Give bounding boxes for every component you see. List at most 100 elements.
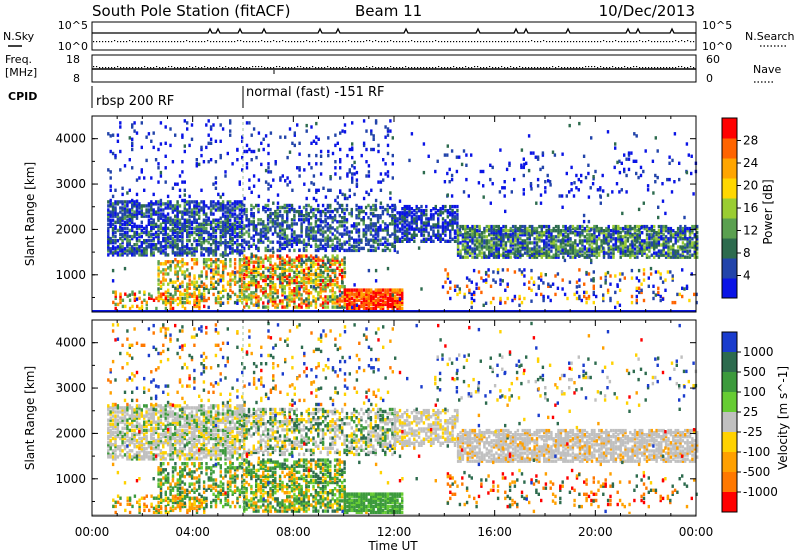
power-cell	[298, 234, 301, 238]
power-cell	[274, 214, 277, 218]
power-cell	[195, 298, 199, 302]
noise-search-dot	[288, 41, 290, 43]
power-cell	[324, 230, 327, 234]
power-cell	[466, 249, 469, 253]
power-cell	[276, 234, 279, 238]
power-cell	[381, 212, 385, 216]
power-cell	[133, 204, 136, 208]
noise-search-dot	[324, 41, 326, 43]
power-cell	[247, 264, 251, 268]
power-cell	[252, 266, 255, 270]
power-cell	[497, 231, 500, 235]
power-cell	[381, 228, 385, 232]
power-cell	[389, 296, 392, 300]
power-cell	[434, 211, 437, 215]
power-cell	[676, 251, 680, 255]
power-cell	[202, 253, 206, 257]
power-cell	[531, 233, 534, 237]
power-cell	[464, 245, 467, 249]
power-cell	[252, 238, 255, 242]
power-cell	[241, 239, 244, 243]
power-cell	[198, 276, 201, 280]
power-cell	[516, 253, 520, 257]
power-cell	[473, 233, 477, 237]
power-cell	[629, 247, 632, 251]
power-cell	[464, 237, 467, 241]
power-cell	[461, 237, 465, 241]
power-cell	[274, 226, 277, 230]
noise-search-dot	[555, 41, 557, 43]
power-cell	[309, 266, 313, 270]
power-cell	[214, 249, 218, 253]
power-cell	[528, 229, 531, 233]
noise-search-dot	[687, 40, 689, 42]
nave-dot	[285, 67, 287, 69]
noise-search-dot	[351, 41, 353, 43]
nave-dot	[93, 66, 95, 68]
power-cell	[176, 182, 179, 186]
power-cell	[143, 292, 146, 296]
power-cell	[157, 239, 160, 243]
power-cell	[164, 220, 167, 224]
power-cell	[131, 228, 134, 233]
power-cell	[413, 213, 416, 217]
power-cell	[233, 258, 237, 262]
power-cell	[188, 300, 191, 305]
power-cell	[531, 226, 534, 231]
nave-dot	[120, 67, 122, 69]
nave-dot	[534, 67, 536, 69]
power-cell	[107, 234, 110, 239]
power-cell	[252, 214, 255, 218]
nave-dot	[573, 67, 575, 69]
power-cell	[391, 216, 394, 220]
power-cell	[660, 235, 663, 239]
power-cell	[650, 237, 653, 241]
power-cell	[609, 274, 612, 278]
power-cell	[266, 301, 270, 305]
power-cell	[300, 280, 303, 285]
power-cell	[188, 232, 191, 237]
power-cell	[511, 231, 515, 235]
power-cell	[497, 243, 500, 247]
power-cell	[485, 280, 488, 284]
power-cell	[605, 237, 608, 241]
power-cell	[609, 255, 613, 259]
noise-search-dot	[309, 41, 311, 43]
power-cell	[250, 220, 253, 224]
power-cell	[348, 302, 351, 307]
power-cell	[588, 235, 591, 239]
power-cell	[202, 226, 206, 231]
power-cell	[133, 232, 136, 237]
noise-search-dot	[624, 41, 626, 43]
power-cell	[480, 239, 484, 243]
power-cell	[593, 239, 596, 243]
power-cell	[193, 251, 196, 255]
noise-search-dot	[633, 41, 635, 43]
power-cell	[138, 234, 141, 239]
nave-dot	[246, 67, 248, 69]
power-cell	[307, 274, 310, 279]
power-cell	[633, 224, 637, 229]
power-cell	[290, 244, 294, 248]
power-cell	[691, 237, 694, 241]
power-cell	[307, 242, 310, 246]
power-cell	[564, 239, 567, 243]
power-cell	[492, 243, 496, 247]
power-cell	[309, 254, 313, 258]
power-cell	[229, 226, 232, 231]
power-cell	[243, 203, 246, 208]
power-cell	[305, 262, 308, 266]
power-cell	[516, 243, 520, 247]
power-cell	[271, 287, 275, 291]
power-cell	[152, 202, 155, 206]
power-cell	[222, 274, 225, 278]
power-cell	[329, 230, 332, 234]
power-cell	[562, 251, 565, 255]
nave-dot	[435, 67, 437, 69]
noise-search-dot	[654, 41, 656, 43]
power-cell	[593, 241, 596, 245]
power-cell	[252, 216, 255, 220]
power-cell	[612, 226, 615, 231]
power-cell	[274, 287, 277, 291]
power-cell	[107, 208, 110, 212]
